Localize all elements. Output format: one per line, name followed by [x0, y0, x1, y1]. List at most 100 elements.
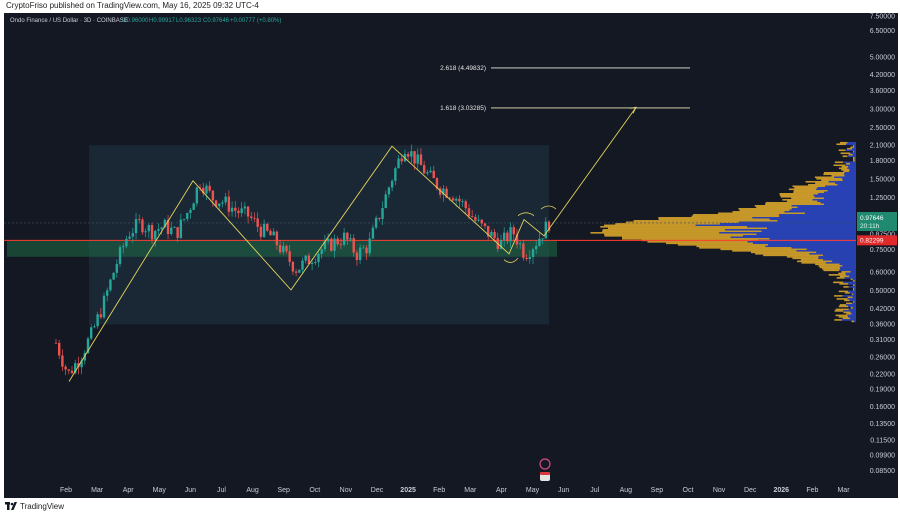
candle-body [451, 198, 455, 201]
volume-bar-up [633, 220, 778, 222]
candle-body [474, 216, 477, 221]
support-price-label: 0.82299 [860, 238, 884, 245]
candle-body [384, 194, 387, 208]
volume-bar-up [846, 147, 853, 150]
candle-body [390, 180, 394, 188]
candle-body [381, 207, 384, 219]
candle-body [544, 221, 547, 239]
price-tick-label: 0.19000 [870, 386, 895, 393]
candle-body [173, 227, 176, 228]
volume-bar-down [825, 262, 856, 264]
volume-bar-up [750, 251, 817, 254]
candle-body [486, 225, 490, 237]
volume-bar-up [844, 299, 850, 302]
volume-bar-down [848, 165, 856, 168]
candle-body [176, 227, 179, 238]
volume-bar-down [847, 314, 856, 317]
range-box [89, 145, 549, 325]
price-tick-label: 0.22000 [870, 372, 895, 379]
volume-bar-up [821, 179, 843, 182]
volume-bar-down [769, 238, 856, 240]
volume-bar-up [756, 206, 798, 209]
volume-bar-down [719, 223, 856, 225]
volume-bar-up [814, 176, 835, 179]
volume-bar-up [755, 253, 810, 255]
volume-bar-down [846, 143, 856, 146]
volume-bar-up [805, 180, 829, 183]
volume-bar-up [853, 156, 855, 159]
volume-bar-down [730, 236, 856, 239]
volume-bar-down [854, 156, 856, 159]
candle-body [483, 223, 487, 226]
candle-body [416, 154, 419, 164]
time-tick-label: Dec [371, 487, 384, 494]
pattern-path [68, 107, 637, 382]
candle-body [374, 217, 378, 228]
volume-bar-up [836, 277, 845, 279]
candlestick-chart[interactable]: Ondo Finance / US Dollar · 3D · COINBASE… [4, 13, 898, 498]
candle-body [541, 238, 544, 240]
candle-body [74, 363, 77, 374]
volume-bar-down [725, 229, 856, 231]
volume-bar-up [780, 196, 815, 198]
volume-bar-down [842, 161, 856, 164]
price-tick-label: 1.50000 [870, 177, 895, 184]
volume-bar-down [848, 305, 856, 308]
candle-body [435, 178, 439, 189]
candle-body [218, 203, 221, 207]
candle-body [413, 151, 416, 164]
price-axis-bg[interactable] [856, 13, 898, 498]
price-axis[interactable]: 7.50000 6.50000 5.00000 4.20000 3.60000 3.000… [856, 13, 898, 498]
volume-bar-up [850, 146, 854, 149]
candle-body [509, 227, 512, 242]
volume-bar-up [836, 143, 847, 146]
volume-bar-up [841, 168, 850, 171]
volume-bar-up [853, 289, 855, 291]
volume-bar-up [839, 141, 848, 144]
volume-bar-up [797, 260, 833, 263]
volume-bar-down [747, 226, 856, 228]
candle-body [346, 232, 349, 240]
candle-body [512, 227, 515, 235]
volume-bar-down [837, 183, 856, 186]
candle-body [326, 238, 330, 242]
volume-bar-down [850, 317, 856, 320]
volume-bar-up [850, 278, 853, 281]
candle-body [333, 238, 336, 251]
time-tick-label: Aug [620, 487, 633, 494]
candle-body [458, 198, 461, 202]
price-tick-label: 7.50000 [870, 13, 895, 20]
candle-body [525, 257, 528, 260]
volume-bar-down [738, 221, 856, 224]
candle-body [282, 245, 285, 253]
volume-bar-up [604, 233, 757, 236]
volume-bar-down [812, 199, 856, 201]
chart-area[interactable]: Ondo Finance / US Dollar · 3D · COINBASE… [4, 13, 898, 498]
volume-bar-down [843, 310, 856, 312]
volume-bar-down [845, 274, 856, 276]
time-tick-label: Sep [651, 487, 664, 494]
candle-body [515, 234, 519, 245]
volume-bar-down [848, 308, 856, 311]
dividend-icon[interactable] [539, 458, 551, 470]
volume-bar-down [839, 263, 856, 266]
volume-bar-down [845, 272, 856, 275]
candle-body [214, 200, 218, 207]
event-icons[interactable] [539, 458, 551, 481]
candle-body [464, 201, 467, 209]
candle-body [195, 187, 199, 204]
candle-body [477, 219, 480, 221]
volume-bar-up [833, 281, 844, 284]
volume-bar-up [853, 158, 855, 161]
price-tick-label: 1.80000 [870, 158, 895, 165]
candle-body [211, 190, 215, 201]
candle-body [150, 225, 154, 240]
volume-bar-down [847, 155, 856, 158]
volume-bar-up [800, 259, 824, 261]
candle-body [131, 233, 135, 237]
volume-bar-down [849, 299, 856, 302]
time-tick-label: 2026 [774, 487, 790, 494]
price-tick-label: 0.31000 [870, 337, 895, 344]
time-axis[interactable]: Feb Mar Apr May Jun Jul Aug Sep Oct Nov Dec 2025 Feb… [60, 487, 850, 494]
candle-body [61, 355, 64, 367]
